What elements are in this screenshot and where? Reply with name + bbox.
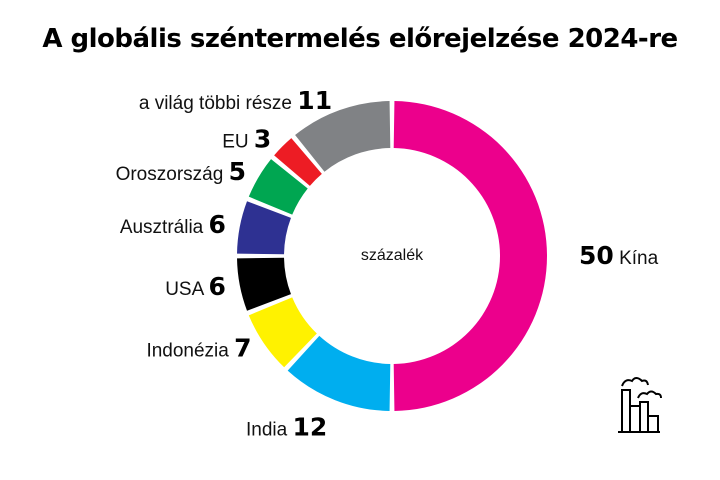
label-name: EU	[222, 131, 248, 152]
factory-icon	[618, 377, 662, 433]
chart-title: A globális széntermelés előrejelzése 202…	[42, 24, 678, 54]
label-name: Kína	[619, 248, 659, 269]
label-value: 7	[234, 334, 251, 363]
label-name: Ausztrália	[120, 217, 204, 238]
center-label: százalék	[361, 247, 424, 264]
label-value: 5	[229, 157, 246, 186]
label-name: Indonézia	[146, 341, 229, 362]
label-value: 6	[209, 210, 226, 239]
slice-ausztralia	[237, 201, 291, 255]
label-eu: EU 3	[222, 124, 271, 153]
label-india: India 12	[246, 412, 327, 441]
label-value: 50	[579, 241, 614, 270]
label-oroszorszag: Oroszország 5	[116, 157, 246, 186]
label-a-vilag-tobbi-resze: a világ többi része 11	[139, 86, 332, 115]
slice-india	[287, 335, 391, 411]
label-value: 12	[292, 412, 327, 441]
label-usa: USA 6	[165, 272, 226, 301]
label-indonezia: Indonézia 7	[146, 334, 251, 363]
slice-a-vilag-tobbi-resze	[295, 101, 391, 172]
label-value: 11	[297, 86, 332, 115]
slice-kina	[393, 101, 547, 411]
label-kina: 50 Kína	[579, 241, 659, 270]
label-name: USA	[165, 279, 204, 300]
label-name: India	[246, 419, 288, 440]
slice-eu	[274, 138, 322, 186]
label-value: 6	[209, 272, 226, 301]
slice-usa	[237, 257, 291, 311]
slice-oroszorszag	[248, 159, 308, 215]
label-value: 3	[254, 124, 271, 153]
label-ausztralia: Ausztrália 6	[120, 210, 226, 239]
label-name: Oroszország	[116, 164, 224, 185]
slice-indonezia	[248, 297, 317, 368]
label-name: a világ többi része	[139, 93, 292, 114]
